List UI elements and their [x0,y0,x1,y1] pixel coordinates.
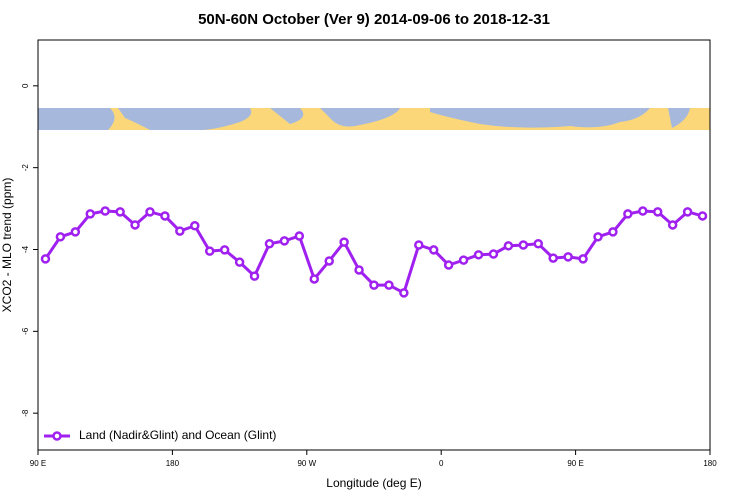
x-tick-label: 90 E [567,459,583,468]
x-tick-label: 0 [439,459,444,468]
point [384,280,394,290]
point [443,260,454,270]
point [204,246,215,256]
y-tick-label: 0 [21,83,30,88]
point [219,245,230,255]
point [414,240,424,250]
legend-marker [52,431,62,441]
point [55,232,66,242]
point [473,250,484,260]
point [667,220,678,230]
plot-box [37,39,711,451]
legend-label: Land (Nadir&Glint) and Ocean (Glint) [79,428,276,442]
point [518,240,529,250]
point [533,239,544,249]
point [682,207,693,217]
x-tick-label: 180 [703,459,717,468]
x-axis-label: Longitude (deg E) [326,476,421,490]
x-tick-label: 90 E [30,459,46,468]
point [145,207,155,217]
point [234,257,245,267]
point [115,207,125,217]
point [309,274,320,284]
point [40,254,51,264]
point [264,239,275,249]
point [488,249,499,259]
point [100,206,110,216]
point [548,253,558,263]
point [175,226,185,236]
point [369,280,379,290]
point [160,211,170,221]
x-tick-label: 90 W [297,459,316,468]
point [190,221,200,231]
point [608,227,618,237]
point [85,209,96,219]
point [294,231,305,241]
y-tick-label: -4 [21,245,30,253]
y-tick-label: -8 [21,409,30,417]
point [428,245,439,255]
point [130,220,140,230]
point [458,255,469,265]
point [70,227,81,237]
point [339,237,349,247]
y-tick-label: -6 [21,327,30,335]
point [279,236,290,246]
point [249,271,260,281]
point [354,265,364,275]
chart-title: 50N-60N October (Ver 9) 2014-09-06 to 20… [198,11,550,28]
map-strip [38,108,710,130]
point [324,256,334,266]
point [623,209,633,219]
point [638,206,648,216]
point [503,241,514,251]
x-tick-label: 180 [166,459,180,468]
point [652,207,663,217]
point [697,211,708,221]
y-tick-label: -2 [21,164,30,172]
point [399,288,409,298]
point [593,232,603,242]
point [578,254,588,264]
point [563,252,573,262]
y-axis-label: XCO2 - MLO trend (ppm) [0,178,14,313]
